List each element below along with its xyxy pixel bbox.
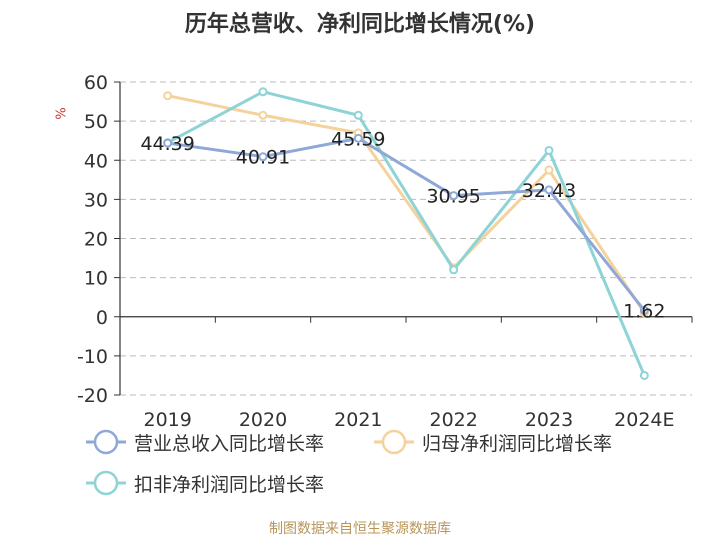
y-tick-label: 10 — [84, 268, 108, 290]
data-label: 1.62 — [623, 300, 665, 322]
data-point — [258, 110, 268, 120]
data-label: 40.91 — [236, 147, 290, 169]
data-label: 45.59 — [331, 128, 385, 150]
legend-line-icon — [374, 429, 414, 455]
legend-label: 营业总收入同比增长率 — [134, 432, 325, 455]
x-tick-label: 2023 — [525, 409, 573, 431]
series-line — [166, 90, 646, 377]
data-point — [639, 370, 649, 380]
y-tick-label: 60 — [84, 72, 108, 94]
data-label: 32.43 — [522, 180, 576, 202]
legend-item[interactable]: 扣非净利润同比增长率 — [84, 468, 324, 498]
y-tick-label: 40 — [84, 150, 108, 172]
series-line — [167, 94, 646, 314]
legend-item[interactable]: 营业总收入同比增长率 — [84, 427, 324, 457]
data-label: 30.95 — [426, 186, 480, 208]
data-point — [544, 165, 554, 175]
data-point — [639, 305, 649, 315]
data-point — [544, 145, 554, 155]
y-tick-label: 20 — [84, 229, 108, 251]
data-point — [258, 87, 268, 97]
data-source: 制图数据来自恒生聚源数据库 — [269, 521, 451, 537]
x-tick-label: 2020 — [239, 409, 287, 431]
data-label: 44.39 — [140, 133, 194, 155]
x-tick-label: 2024E — [614, 409, 674, 431]
data-point — [163, 91, 173, 101]
x-tick-label: 2022 — [429, 409, 477, 431]
y-tick-label: 0 — [96, 307, 108, 329]
legend-label: 归母净利润同比增长率 — [422, 432, 613, 455]
y-tick-label: 30 — [84, 189, 108, 211]
y-tick-label: -20 — [77, 385, 108, 407]
data-point — [353, 133, 363, 143]
legend-line-icon — [86, 470, 126, 496]
series-line — [167, 136, 646, 312]
chart-title: 历年总营收、净利同比增长情况(%) — [184, 12, 536, 37]
legend-item[interactable]: 归母净利润同比增长率 — [372, 427, 612, 457]
x-tick-label: 2021 — [334, 409, 382, 431]
y-tick-label: -10 — [77, 346, 108, 368]
legend-label: 扣非净利润同比增长率 — [134, 473, 325, 496]
x-tick-label: 2019 — [143, 409, 191, 431]
data-point — [163, 138, 173, 148]
data-point — [544, 185, 554, 195]
data-point — [449, 265, 459, 275]
data-point — [353, 110, 363, 120]
data-point — [449, 191, 459, 201]
legend-line-icon — [86, 429, 126, 455]
data-point — [258, 152, 268, 162]
y-tick-label: 50 — [84, 111, 108, 133]
